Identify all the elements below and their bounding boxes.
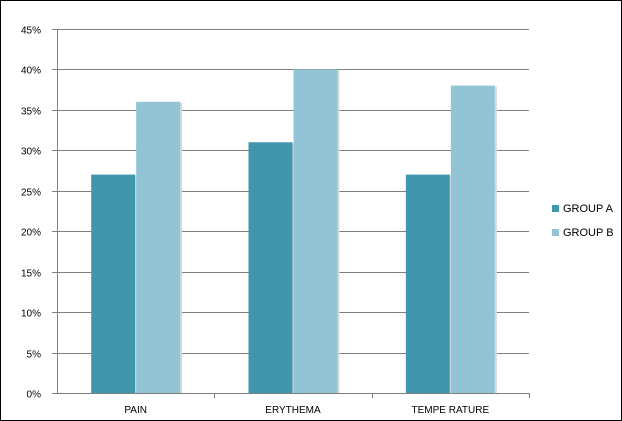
y-tick-label: 40% xyxy=(21,66,41,77)
y-tick-label: 45% xyxy=(21,26,41,37)
bar-shadow xyxy=(494,86,497,393)
y-tick-labels: 0% 5% 10% 15% 20% 25% 30% 35% 40% 45% xyxy=(21,26,41,401)
bar-group-a-erythema xyxy=(248,142,293,393)
y-tick-label: 20% xyxy=(21,228,41,239)
legend-label: GROUP A xyxy=(563,203,614,215)
legend: GROUP A GROUP B xyxy=(552,203,614,239)
x-category-label: TEMPE RATURE xyxy=(412,405,490,416)
y-tick-label: 25% xyxy=(21,188,41,199)
bar-group-b-tempe-rature xyxy=(450,85,495,393)
axes xyxy=(52,29,530,398)
y-tick-label: 35% xyxy=(21,107,41,118)
y-tick-label: 0% xyxy=(27,390,42,401)
bar-group-a-pain xyxy=(91,174,136,393)
legend-swatch xyxy=(552,205,559,212)
bar-group-a-tempe-rature xyxy=(405,174,450,393)
legend-label: GROUP B xyxy=(563,227,614,239)
bar-shadow xyxy=(180,102,183,394)
x-category-labels: PAIN ERYTHEMA TEMPE RATURE xyxy=(124,405,489,416)
bars xyxy=(91,69,497,394)
y-tick-label: 15% xyxy=(21,269,41,280)
x-category-label: PAIN xyxy=(124,405,147,416)
x-category-label: ERYTHEMA xyxy=(265,405,321,416)
y-tick-label: 30% xyxy=(21,147,41,158)
bar-shadow xyxy=(337,70,340,393)
legend-swatch xyxy=(552,229,559,236)
bar-group-b-erythema xyxy=(293,69,338,393)
bar-group-b-pain xyxy=(136,101,181,394)
y-tick-label: 5% xyxy=(27,350,42,361)
y-tick-label: 10% xyxy=(21,309,41,320)
